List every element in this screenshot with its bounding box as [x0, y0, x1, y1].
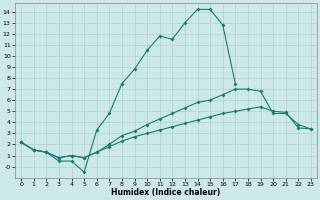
X-axis label: Humidex (Indice chaleur): Humidex (Indice chaleur): [111, 188, 221, 197]
